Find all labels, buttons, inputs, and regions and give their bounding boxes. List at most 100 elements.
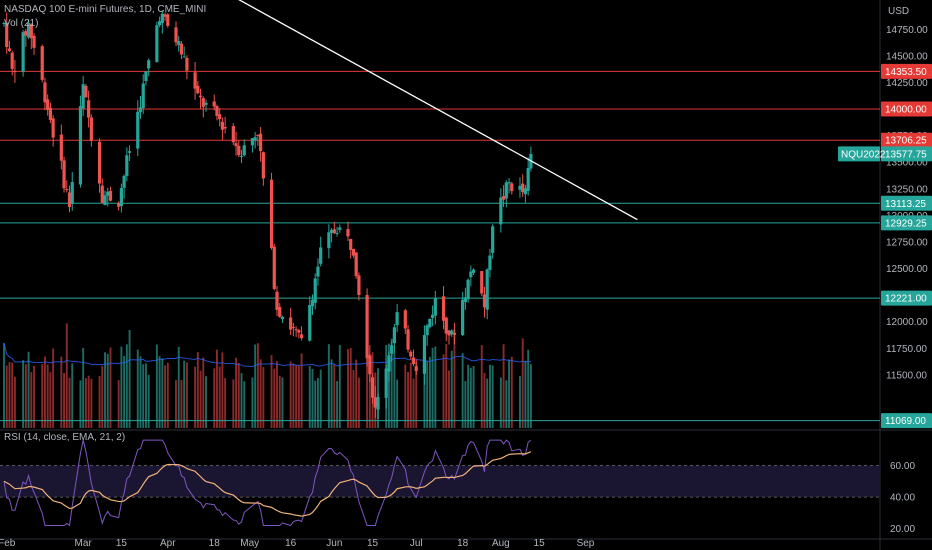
x-tick-label: Sep [577,538,595,549]
candle [65,180,69,193]
y-tick-label: 11500.00 [886,370,927,381]
volume-bar [311,369,314,428]
volume-bar [278,375,281,428]
candlesticks[interactable] [2,10,533,419]
price-axis[interactable]: USD14750.0014500.0014250.0013750.0013500… [886,6,928,535]
volume-bar [52,348,55,428]
candle [441,286,446,330]
volume-bar [519,376,521,428]
candle [87,90,91,128]
volume-bar [281,377,284,428]
x-tick-label: Jun [326,538,342,549]
svg-text:12929.25: 12929.25 [885,218,927,229]
candle [357,272,361,301]
volume-bar [467,364,470,428]
price-level-tag: 11069.00 [881,413,932,429]
price-tags: 14353.50 14000.00 13706.25 13113.25 12929.25… [838,63,932,429]
candle [2,21,6,27]
volume-bar [65,323,68,428]
svg-text:14353.50: 14353.50 [885,67,927,78]
volume-bar [3,343,5,428]
y-tick-label: 14750.00 [886,25,928,36]
volume-bar [486,378,489,428]
candle [316,258,320,286]
volume-bar [13,376,16,428]
volume-bar [5,365,8,428]
volume-bar [469,367,472,428]
volume-bar [30,372,33,428]
candle [67,185,72,213]
volume-bar [259,359,262,428]
candle [261,151,265,186]
volume-bar [276,361,278,428]
volume-bar [79,380,82,428]
volume-bar [314,380,317,428]
volume-bar [409,362,412,428]
x-tick-label: May [240,538,259,549]
volume-bar [330,359,333,428]
candle [431,305,435,327]
volume-bar [183,360,186,428]
y-tick-label: 13250.00 [886,184,928,195]
candle [338,224,342,233]
candle [526,157,530,196]
candle [349,238,353,259]
volume-bar [270,355,273,428]
volume-bar [136,349,139,428]
candle [223,116,227,134]
candle [62,156,66,193]
volume-bar [235,357,237,428]
price-level-tag: 12929.25 [881,215,932,231]
volume-bar [464,381,467,428]
x-tick-label: 16 [285,538,297,549]
volume-bar [147,374,150,428]
candle [294,326,298,338]
candle [51,115,55,147]
volume-bar [44,356,46,428]
candle [10,50,14,76]
volume-label[interactable]: Vol (21) [4,18,39,29]
volume-bar [488,364,491,428]
candle [46,94,50,116]
volume-bar [448,370,450,428]
volume-bar [480,345,483,428]
volume-bar [300,353,303,428]
volume-bar [221,352,224,428]
candle [368,345,372,382]
candle [299,326,304,341]
trendline[interactable] [225,0,638,221]
volume-bar [366,354,369,428]
candle [155,21,159,63]
volume-bar [41,364,44,428]
candle [461,291,465,337]
candle [193,61,197,100]
candle [425,323,429,346]
candle [272,243,276,291]
volume-bar [232,379,235,428]
candle [242,139,246,157]
candle [278,302,282,318]
time-axis[interactable]: Feb Mar 15 Apr 18 May 16 Jun 15 Jul 18 Aug 15 Sep [0,538,595,549]
symbol-title[interactable]: NASDAQ 100 E-mini Futures, 1D, CME_MINI [4,4,207,15]
svg-text:13706.25: 13706.25 [885,136,927,147]
candle [370,373,375,404]
last-price-tag: 13577.75 [881,146,932,162]
volume-bar [407,371,409,428]
volume-bar [292,363,295,428]
rsi-label[interactable]: RSI (14, close, EMA, 21, 2) [4,432,126,443]
volume-bar [368,354,371,428]
volume-bar [11,362,14,428]
x-tick-label: 15 [116,538,128,549]
volume-bar [338,344,341,428]
rsi-pane [0,439,880,527]
candle [163,12,167,21]
candle [147,58,151,77]
volume-bar [185,362,188,428]
candle [122,174,126,199]
candle [466,278,470,303]
candle [234,131,238,156]
price-level-tag: 12221.00 [881,290,932,306]
volume-bar [347,349,349,428]
candle [471,268,476,275]
